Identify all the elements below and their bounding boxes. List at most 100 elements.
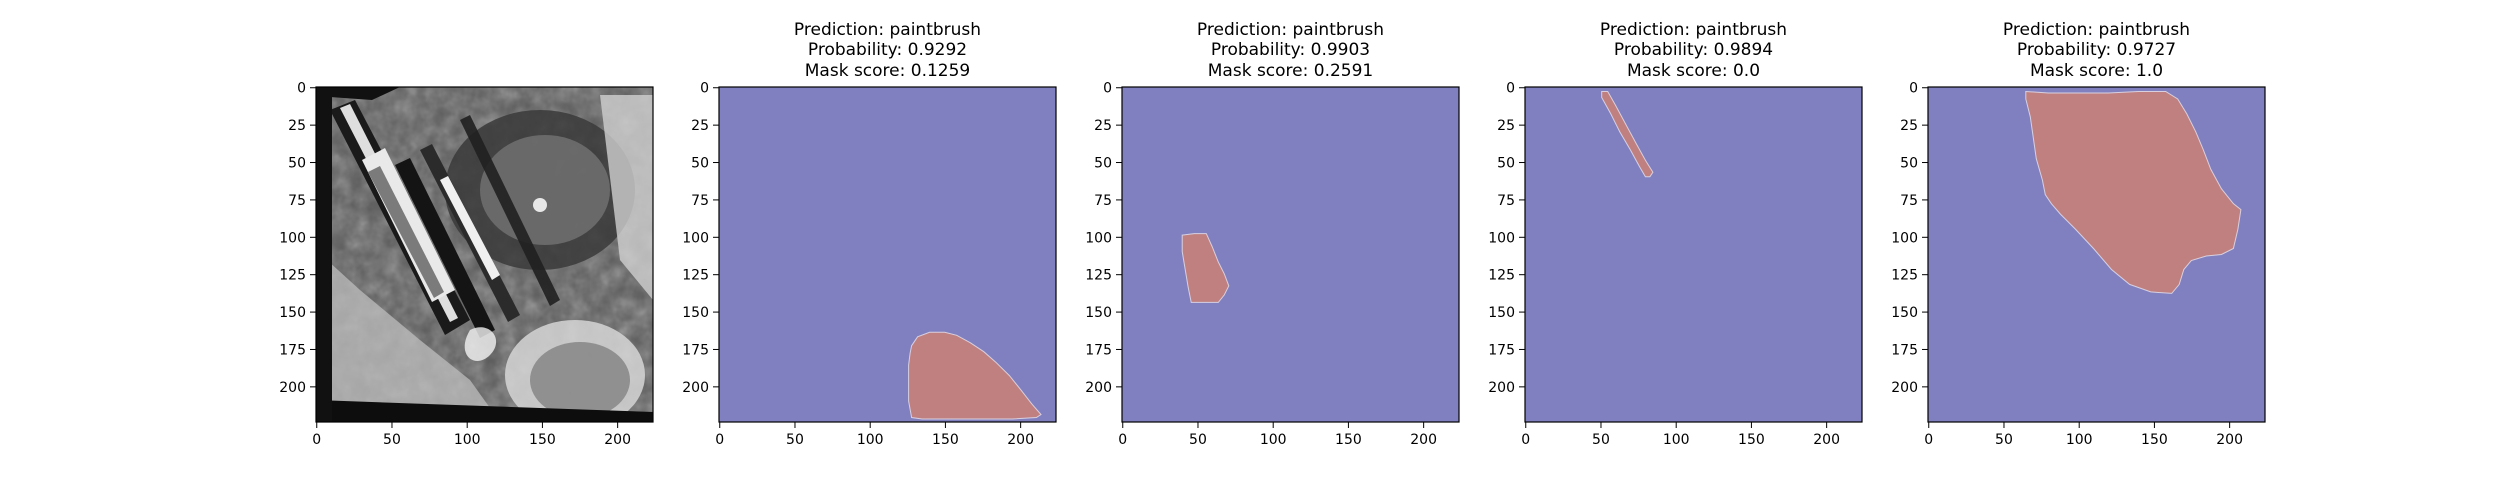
panel-4-title-line-1: Prediction: paintbrush — [2003, 20, 2190, 40]
x-tick-label: 200 — [1007, 432, 1034, 448]
y-tick-label: 200 — [1891, 380, 1918, 396]
x-tick-label: 100 — [454, 432, 481, 448]
x-tick-label: 50 — [383, 432, 401, 448]
axes-5: 0 50 100 150 200 0 25 50 75 100 125 150 175 200 — [1891, 81, 2266, 448]
y-tick-label: 25 — [1094, 118, 1112, 134]
mask-background — [1525, 87, 1862, 422]
x-tick-label: 200 — [1410, 432, 1437, 448]
y-tick-label: 0 — [297, 81, 306, 97]
panel-4-title-line-3: Mask score: 1.0 — [2030, 61, 2163, 81]
axes-frame — [718, 86, 1057, 423]
panel-mask-1: Prediction: paintbrush Probability: 0.92… — [682, 20, 1057, 448]
panel-1-title-line-3: Mask score: 0.1259 — [805, 61, 970, 81]
y-tick-label: 125 — [1488, 268, 1515, 284]
mask-background — [1122, 87, 1459, 422]
y-tick-label: 125 — [1891, 268, 1918, 284]
x-tick-label: 100 — [2066, 432, 2093, 448]
y-tick-label: 0 — [700, 81, 709, 97]
axes-3: 0 50 100 150 200 0 25 50 75 100 125 150 175 200 — [1085, 81, 1460, 448]
y-tick-label: 100 — [279, 230, 306, 246]
panel-mask-2: Prediction: paintbrush Probability: 0.99… — [1085, 20, 1460, 448]
x-tick-label: 0 — [1521, 432, 1530, 448]
x-tick-label: 0 — [1118, 432, 1127, 448]
y-tick-label: 100 — [1085, 230, 1112, 246]
axes-2: 0 50 100 150 200 0 25 50 75 100 125 150 175 200 — [682, 81, 1057, 448]
mask-region — [908, 331, 1042, 420]
panel-mask-3: Prediction: paintbrush Probability: 0.98… — [1488, 20, 1863, 448]
y-tick-label: 125 — [279, 268, 306, 284]
y-tick-label: 0 — [1103, 81, 1112, 97]
y-tick-label: 25 — [288, 118, 306, 134]
y-tick-label: 75 — [1497, 193, 1515, 209]
x-tick-label: 200 — [604, 432, 631, 448]
y-tick-label: 75 — [1900, 193, 1918, 209]
y-tick-label: 150 — [279, 305, 306, 321]
panel-1-title-line-2: Probability: 0.9292 — [808, 40, 967, 60]
x-tick-label: 150 — [932, 432, 959, 448]
x-tick-label: 150 — [1335, 432, 1362, 448]
x-tick-label: 150 — [1738, 432, 1765, 448]
y-tick-label: 200 — [1085, 380, 1112, 396]
x-tick-label: 50 — [1995, 432, 2013, 448]
x-tick-label: 100 — [1663, 432, 1690, 448]
y-tick-label: 75 — [1094, 193, 1112, 209]
y-tick-label: 0 — [1506, 81, 1515, 97]
x-tick-label: 50 — [1189, 432, 1207, 448]
axes-1: 0 50 100 150 200 0 25 50 75 100 125 150 175 200 — [279, 81, 654, 448]
x-tick-label: 200 — [1813, 432, 1840, 448]
y-tick-label: 175 — [1891, 342, 1918, 358]
panel-2-title-line-1: Prediction: paintbrush — [1197, 20, 1384, 40]
axes-frame — [315, 86, 654, 423]
y-tick-label: 200 — [1488, 380, 1515, 396]
panel-input-image: 0 50 100 150 200 0 25 50 75 100 125 150 175 200 — [279, 81, 654, 448]
y-tick-label: 150 — [1488, 305, 1515, 321]
y-tick-label: 50 — [288, 156, 306, 172]
x-tick-label: 50 — [1592, 432, 1610, 448]
axes-frame — [1524, 86, 1863, 423]
panel-3-title-line-3: Mask score: 0.0 — [1627, 61, 1760, 81]
y-tick-label: 0 — [1909, 81, 1918, 97]
mask-region — [2025, 90, 2242, 294]
x-tick-label: 200 — [2216, 432, 2243, 448]
y-tick-label: 150 — [1891, 305, 1918, 321]
x-tick-label: 50 — [786, 432, 804, 448]
y-tick-label: 125 — [1085, 268, 1112, 284]
panel-mask-4: Prediction: paintbrush Probability: 0.97… — [1891, 20, 2266, 448]
y-tick-label: 200 — [682, 380, 709, 396]
y-tick-label: 25 — [1497, 118, 1515, 134]
y-tick-label: 150 — [682, 305, 709, 321]
y-tick-label: 125 — [682, 268, 709, 284]
y-tick-label: 175 — [279, 342, 306, 358]
axes-frame — [1927, 86, 2266, 423]
y-tick-label: 200 — [279, 380, 306, 396]
y-tick-label: 175 — [1085, 342, 1112, 358]
x-tick-label: 100 — [1260, 432, 1287, 448]
y-tick-label: 75 — [691, 193, 709, 209]
y-tick-label: 25 — [1900, 118, 1918, 134]
panel-2-title-line-3: Mask score: 0.2591 — [1208, 61, 1373, 81]
y-tick-label: 25 — [691, 118, 709, 134]
panel-4-title-line-2: Probability: 0.9727 — [2017, 40, 2176, 60]
y-tick-label: 100 — [1891, 230, 1918, 246]
x-tick-label: 0 — [312, 432, 321, 448]
x-tick-label: 150 — [529, 432, 556, 448]
y-tick-label: 75 — [288, 193, 306, 209]
panel-3-title-line-2: Probability: 0.9894 — [1614, 40, 1773, 60]
y-tick-label: 100 — [1488, 230, 1515, 246]
mask-region — [1181, 233, 1230, 303]
y-tick-label: 175 — [682, 342, 709, 358]
panel-2-title-line-2: Probability: 0.9903 — [1211, 40, 1370, 60]
y-tick-label: 150 — [1085, 305, 1112, 321]
axes-4: 0 50 100 150 200 0 25 50 75 100 125 150 175 200 — [1488, 81, 1863, 448]
panel-3-title-line-1: Prediction: paintbrush — [1600, 20, 1787, 40]
y-tick-label: 50 — [691, 156, 709, 172]
y-tick-label: 50 — [1497, 156, 1515, 172]
x-tick-label: 100 — [857, 432, 884, 448]
x-tick-label: 0 — [715, 432, 724, 448]
x-tick-label: 0 — [1924, 432, 1933, 448]
mask-region — [1601, 91, 1654, 178]
input-photo — [316, 87, 653, 422]
y-tick-label: 50 — [1094, 156, 1112, 172]
panel-1-title-line-1: Prediction: paintbrush — [794, 20, 981, 40]
